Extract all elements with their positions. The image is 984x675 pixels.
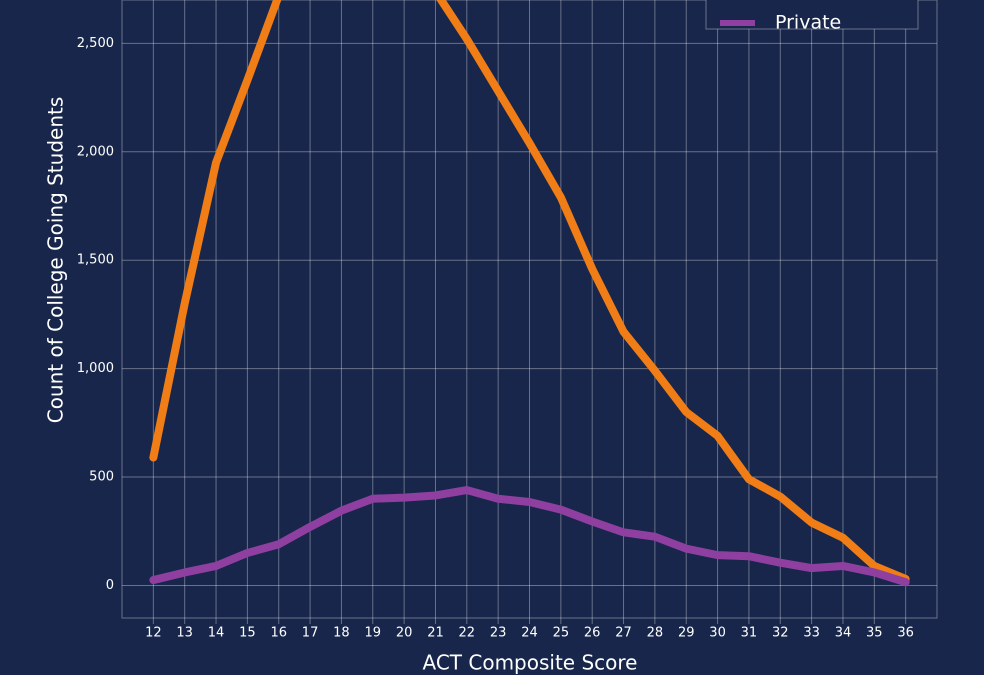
x-axis-title: ACT Composite Score: [423, 651, 638, 675]
y-tick-label: 1,000: [77, 361, 114, 376]
x-tick-label: 22: [459, 626, 476, 641]
x-tick-label: 13: [176, 626, 193, 641]
x-tick-label: 28: [647, 626, 664, 641]
x-tick-label: 34: [835, 626, 852, 641]
line-series: [149, 486, 910, 587]
x-tick-label: 21: [427, 626, 444, 641]
x-tick-label: 19: [364, 626, 381, 641]
legend-label: Private: [775, 12, 841, 34]
x-tick-label: 32: [772, 626, 789, 641]
x-tick-label: 17: [302, 626, 319, 641]
x-tick-label: 31: [741, 626, 758, 641]
plot-frame: [121, 0, 938, 619]
x-tick-label: 36: [897, 626, 914, 641]
x-tick-label: 33: [803, 626, 820, 641]
x-tick-label: 25: [553, 626, 570, 641]
y-tick-label: 1,500: [77, 253, 114, 268]
x-tick-label: 35: [866, 626, 883, 641]
y-tick-label: 0: [106, 578, 114, 593]
y-tick-label: 2,000: [77, 144, 114, 159]
x-tick-label: 14: [208, 626, 225, 641]
plot-area: [149, 0, 910, 587]
x-tick-label: 18: [333, 626, 350, 641]
y-axis-title: Count of College Going Students: [44, 97, 68, 424]
x-tick-label: 24: [521, 626, 538, 641]
x-tick-label: 15: [239, 626, 256, 641]
x-tick-label: 12: [145, 626, 162, 641]
line-series: [149, 0, 910, 583]
x-tick-label: 23: [490, 626, 507, 641]
y-tick-label: 500: [89, 470, 114, 485]
x-tick-label: 30: [709, 626, 726, 641]
x-tick-label: 16: [270, 626, 287, 641]
x-tick-label: 20: [396, 626, 413, 641]
x-tick-label: 26: [584, 626, 601, 641]
y-tick-label: 2,500: [77, 36, 114, 51]
x-tick-label: 27: [615, 626, 632, 641]
x-tick-label: 29: [678, 626, 695, 641]
